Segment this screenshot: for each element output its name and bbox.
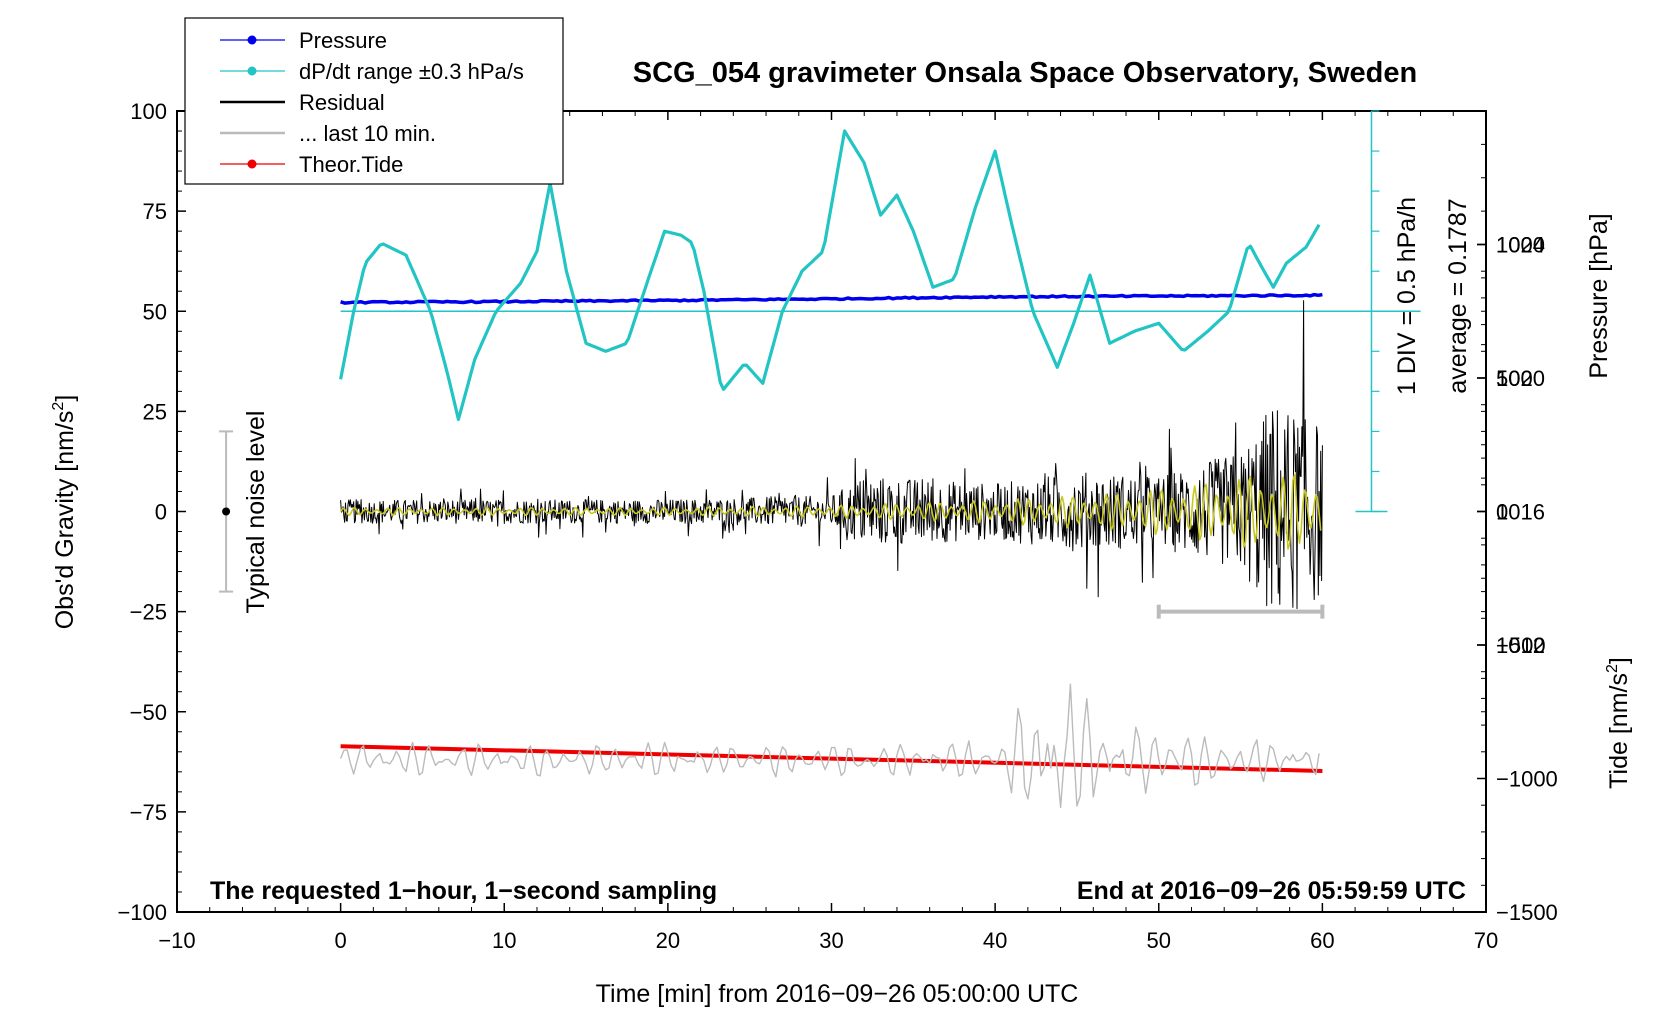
x-axis-label: Time [min] from 2016−09−26 05:00:00 UTC [596, 980, 1079, 1008]
dpdt-scale-bar [340, 110, 1421, 513]
y-tick-label: 50 [143, 299, 167, 324]
legend-label: dP/dt range ±0.3 hPa/s [299, 59, 524, 84]
x-tick-label: 70 [1474, 928, 1498, 953]
residual-smoothed-series [339, 473, 1322, 550]
chart-title: SCG_054 gravimeter Onsala Space Observat… [633, 57, 1417, 89]
legend-label: ... last 10 min. [299, 121, 436, 146]
legend-marker [247, 159, 257, 169]
y-axis-label-tide: Tide [nm/s2] [1604, 657, 1633, 789]
x-tick-label: 20 [656, 928, 680, 953]
tide-tick-label: −500 [1496, 633, 1546, 658]
last-10-min-bar [1156, 604, 1325, 619]
tide-tick-label: 500 [1496, 366, 1533, 391]
tide-tick-labels: 1000 500 0 −500 −1000 −1500 [1496, 233, 1558, 926]
x-tick-labels: −10 0 10 20 30 40 50 60 70 [158, 928, 1498, 953]
tide-label-close: ] [1605, 657, 1633, 664]
dpdt-average-label: average = 0.1787 [1444, 198, 1472, 393]
legend-items: Pressure dP/dt range ±0.3 hPa/s Residual..… [220, 28, 524, 177]
dpdt-scale-label: 1 DIV = 0.5 hPa/h [1393, 197, 1421, 395]
legend-label: Residual [299, 90, 385, 115]
series-layer [339, 129, 1323, 809]
tide-tick-label: −1000 [1496, 767, 1558, 792]
pressure-tick-label: 1016 [1496, 500, 1545, 525]
tide-tick-label: 1000 [1496, 233, 1545, 258]
x-tick-label: 0 [335, 928, 347, 953]
x-tick-label: 30 [819, 928, 843, 953]
y-tick-label: −50 [130, 700, 167, 725]
y-tick-label: −100 [117, 900, 167, 925]
y-axis-label-main: Obs'd Gravity [nm/s [51, 411, 79, 630]
y-tick-label: 100 [130, 99, 167, 124]
x-tick-label: −10 [158, 928, 195, 953]
legend: Pressure dP/dt range ±0.3 hPa/s Residual..… [184, 17, 564, 185]
residual-series [340, 300, 1323, 610]
pressure-tick-labels: 1024 1020 1016 1012 [1496, 233, 1545, 659]
y-tick-label: 25 [143, 399, 167, 424]
y-axis-label-pressure: Pressure [hPa] [1585, 213, 1613, 378]
tide-label-main: Tide [nm/s [1605, 673, 1633, 789]
tide-series [340, 744, 1323, 773]
x-tick-label: 10 [492, 928, 516, 953]
y-axis-label-close: ] [51, 395, 79, 402]
y-tick-labels: 100 75 50 25 0 −25 −50 −75 −100 [117, 99, 167, 925]
y-tick-label: 0 [155, 500, 167, 525]
legend-marker [247, 66, 257, 76]
dpdt-series [339, 129, 1321, 421]
bottom-left-note: The requested 1−hour, 1−second sampling [210, 877, 717, 905]
legend-label: Pressure [299, 28, 387, 53]
legend-marker [247, 35, 257, 45]
noise-bar-dot [222, 507, 231, 516]
pressure-series [340, 292, 1323, 305]
y-tick-label: −75 [130, 800, 167, 825]
x-tick-label: 60 [1310, 928, 1334, 953]
legend-label: Theor.Tide [299, 152, 403, 177]
y-axis-label-left: Obs'd Gravity [nm/s2] [50, 395, 79, 630]
noise-level-label: Typical noise level [242, 411, 270, 614]
pressure-tick-label: 1024 [1496, 233, 1545, 258]
y-tick-label: −25 [130, 600, 167, 625]
x-tick-label: 40 [983, 928, 1007, 953]
noise-level-bar [219, 430, 234, 593]
tide-label-sup: 2 [1604, 664, 1621, 673]
y-tick-label: 75 [143, 199, 167, 224]
tide-tick-label: 0 [1496, 500, 1508, 525]
y-axis-label-sup: 2 [50, 402, 67, 411]
pressure-tick-label: 1012 [1496, 633, 1545, 658]
pressure-tick-label: 1020 [1496, 366, 1545, 391]
tide-tick-label: −1500 [1496, 900, 1558, 925]
bottom-right-note: End at 2016−09−26 05:59:59 UTC [1077, 877, 1466, 905]
x-tick-label: 50 [1147, 928, 1171, 953]
last-10-min-series [339, 683, 1320, 809]
